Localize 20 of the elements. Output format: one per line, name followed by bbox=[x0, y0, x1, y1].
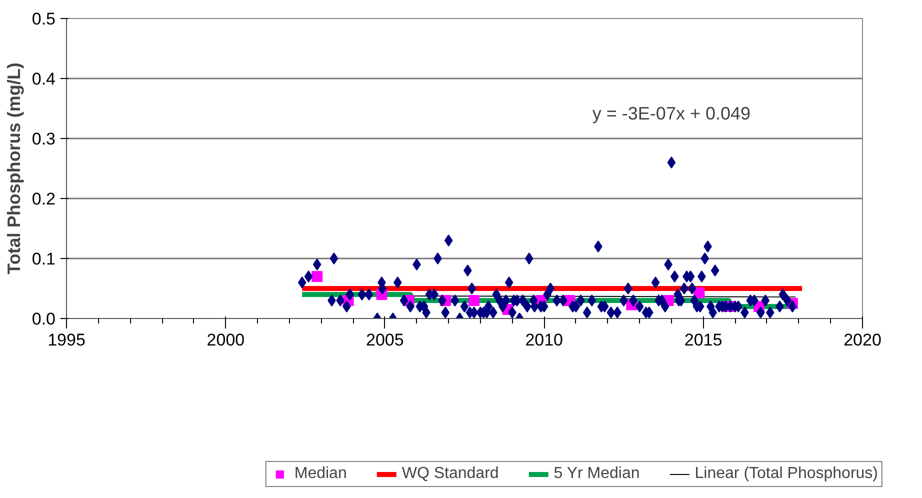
y-tick-label: 0.4 bbox=[32, 70, 56, 88]
x-tick-label: 2020 bbox=[844, 330, 882, 350]
y-tick-label: 0.1 bbox=[32, 250, 56, 268]
y-tick-label: 0.5 bbox=[32, 10, 56, 28]
legend-label: WQ Standard bbox=[402, 465, 499, 483]
x-tick-label: 2005 bbox=[366, 330, 404, 350]
legend-label: Median bbox=[294, 465, 347, 483]
legend-label: 5 Yr Median bbox=[554, 465, 640, 483]
x-tick-label: 2010 bbox=[525, 330, 564, 350]
point bbox=[312, 271, 323, 282]
x-tick-label: 2000 bbox=[206, 330, 245, 350]
x-tick-label: 2015 bbox=[684, 330, 722, 350]
y-axis-title: Total Phosphorus (mg/L) bbox=[4, 62, 24, 274]
legend-label: Linear (Total Phosphorus) bbox=[694, 465, 878, 483]
annotation: y = -3E-07x + 0.049 bbox=[592, 104, 751, 124]
y-tick-label: 0.2 bbox=[32, 190, 56, 208]
y-tick-label: 0.0 bbox=[32, 310, 56, 328]
y-tick-label: 0.3 bbox=[32, 130, 56, 148]
point bbox=[468, 295, 480, 306]
x-tick-label: 1995 bbox=[48, 330, 86, 350]
